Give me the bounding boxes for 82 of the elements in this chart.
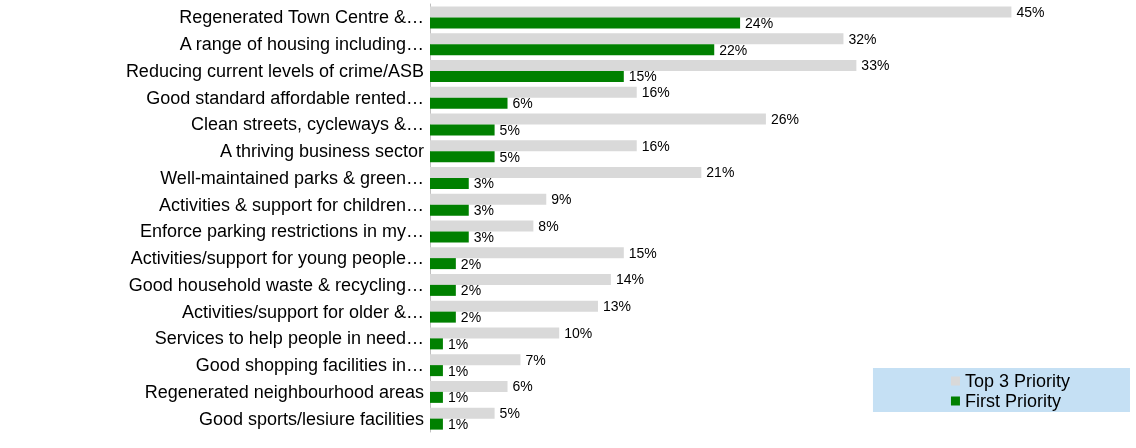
bar [430, 151, 495, 163]
y-tick-label: Well-maintained parks & green… [160, 167, 424, 188]
data-label: 45% [1016, 3, 1045, 20]
data-label: 15% [628, 244, 657, 261]
bar [430, 300, 598, 312]
data-label: 6% [512, 95, 533, 112]
bar [430, 247, 624, 259]
data-label: 5% [499, 148, 520, 165]
data-label: 8% [538, 217, 559, 234]
data-label: 9% [551, 191, 572, 208]
data-label: 1% [447, 362, 469, 379]
bar [430, 177, 469, 189]
y-tick-label: Activities/support for older &… [181, 301, 424, 322]
data-label: 16% [641, 137, 670, 154]
y-tick-label: Services to help people in need… [154, 328, 424, 349]
y-tick-label: Clean streets, cycleways &… [190, 114, 424, 135]
bar [430, 86, 637, 98]
bar [430, 407, 495, 419]
bar [430, 59, 857, 71]
y-tick-label: Good standard affordable rented… [146, 87, 424, 108]
data-label: 2% [460, 309, 482, 326]
data-label: 5% [499, 121, 520, 138]
y-tick-label: Reducing current levels of crime/ASB [125, 60, 424, 81]
bar [430, 327, 560, 339]
data-label: 16% [641, 84, 670, 101]
y-tick-label: Regenerated neighbourhood areas [144, 381, 424, 402]
legend-label: Top 3 Priority [964, 371, 1071, 391]
data-label: 10% [564, 324, 593, 341]
bar [430, 6, 1012, 18]
data-label: 7% [525, 351, 546, 368]
bar [430, 391, 443, 403]
bar [430, 365, 443, 377]
data-label: 13% [602, 298, 631, 315]
data-label: 22% [719, 41, 748, 58]
bar [430, 418, 443, 430]
bar [430, 33, 844, 45]
y-tick-label: Enforce parking restrictions in my… [139, 221, 424, 242]
y-tick-label: Good sports/lesiure facilities [198, 408, 424, 429]
data-label: 26% [770, 110, 799, 127]
bar [430, 380, 508, 392]
y-tick-label: Activities & support for children… [158, 194, 424, 215]
bar [430, 70, 624, 82]
data-label: 14% [615, 271, 644, 288]
y-tick-label: Good household waste & recycling… [128, 274, 424, 295]
y-tick-label: Regenerated Town Centre &… [179, 7, 424, 28]
data-label: 15% [628, 68, 657, 85]
y-tick-label: Good shopping facilities in… [195, 355, 424, 376]
legend-label: First Priority [964, 391, 1061, 411]
data-label: 3% [473, 202, 494, 219]
bar [430, 113, 766, 125]
data-label: 1% [447, 335, 469, 352]
bar [430, 258, 456, 270]
bar [430, 124, 495, 136]
bar [430, 354, 521, 366]
data-label: 21% [706, 164, 735, 181]
y-tick-label: A thriving business sector [219, 141, 424, 162]
data-label: 3% [473, 228, 494, 245]
data-label: 3% [473, 175, 494, 192]
y-tick-label: A range of housing including… [179, 34, 424, 55]
bar [430, 166, 702, 178]
data-label: 1% [447, 389, 469, 406]
bar [430, 204, 469, 216]
data-label: 24% [745, 14, 774, 31]
bar [430, 338, 443, 350]
bar [430, 273, 611, 285]
data-label: 2% [460, 255, 482, 272]
bar [430, 231, 469, 243]
bar [430, 193, 547, 205]
bar [430, 311, 456, 323]
bar [430, 284, 456, 296]
bar [430, 44, 715, 56]
data-label: 2% [460, 282, 482, 299]
data-label: 32% [848, 30, 877, 47]
y-tick-label: Activities/support for young people… [130, 248, 424, 269]
bar [430, 140, 637, 152]
bar [430, 17, 741, 29]
bar [430, 220, 534, 232]
data-label: 33% [861, 57, 890, 74]
bar [430, 97, 508, 109]
data-label: 6% [512, 378, 533, 395]
data-label: 1% [447, 416, 469, 433]
data-label: 5% [499, 405, 520, 422]
